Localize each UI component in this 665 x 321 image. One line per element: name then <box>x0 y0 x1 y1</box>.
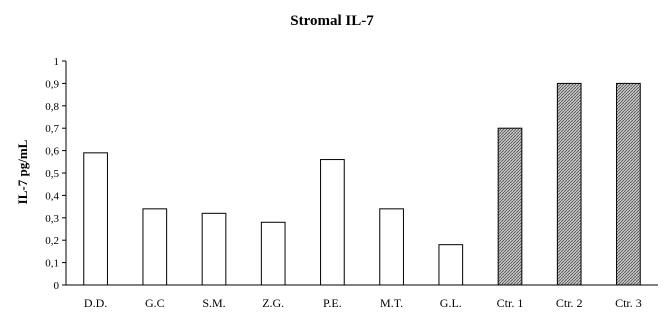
x-tick-label: G.L. <box>440 296 462 310</box>
x-tick-label: Z.G. <box>262 296 284 310</box>
x-tick-label: D.D. <box>84 296 107 310</box>
y-tick-label: 0,8 <box>45 101 59 113</box>
y-tick-label: 0,9 <box>45 78 59 90</box>
bar-g-c <box>142 208 168 286</box>
x-tick-label: Ctr. 3 <box>615 296 642 310</box>
bar-s-m <box>201 212 227 286</box>
y-ticks: 0 0,1 0,2 0,3 0,4 0,5 0,6 0,7 0,8 0,9 1 <box>45 56 66 292</box>
bar-d-d <box>83 152 108 286</box>
x-tick-label: P.E. <box>323 296 342 310</box>
x-tick-label: M.T. <box>380 296 403 310</box>
bar-p-e <box>320 159 345 286</box>
y-tick-label: 0,5 <box>45 168 59 180</box>
y-tick-label: 0,1 <box>45 258 59 270</box>
x-tick-label: G.C <box>145 296 165 310</box>
y-tick-label: 0,3 <box>45 213 59 225</box>
bar-g-l <box>438 244 464 286</box>
x-tick-label: Ctr. 2 <box>556 296 583 310</box>
bar-m-t <box>379 208 404 286</box>
y-tick-label: 0,4 <box>45 190 59 202</box>
bars <box>83 82 641 286</box>
y-tick-label: 1 <box>54 56 60 68</box>
bar-ctr-2 <box>556 82 582 286</box>
y-tick-label: 0,2 <box>45 235 59 247</box>
bar-ctr-1 <box>497 127 523 286</box>
x-tick-label: S.M. <box>202 296 225 310</box>
x-tick-labels: D.D. G.C S.M. Z.G. P.E. M.T. G.L. Ctr. 1 Ctr. 2 C… <box>84 296 642 310</box>
y-tick-label: 0,7 <box>45 123 59 135</box>
chart-title: Stromal IL-7 <box>290 13 374 29</box>
bar-z-g <box>260 221 286 286</box>
bar-ctr-3 <box>616 82 641 286</box>
y-axis-label: IL-7 pg/mL <box>15 139 30 204</box>
x-tick-label: Ctr. 1 <box>497 296 524 310</box>
y-tick-label: 0,6 <box>45 146 59 158</box>
y-tick-label: 0 <box>54 280 60 292</box>
